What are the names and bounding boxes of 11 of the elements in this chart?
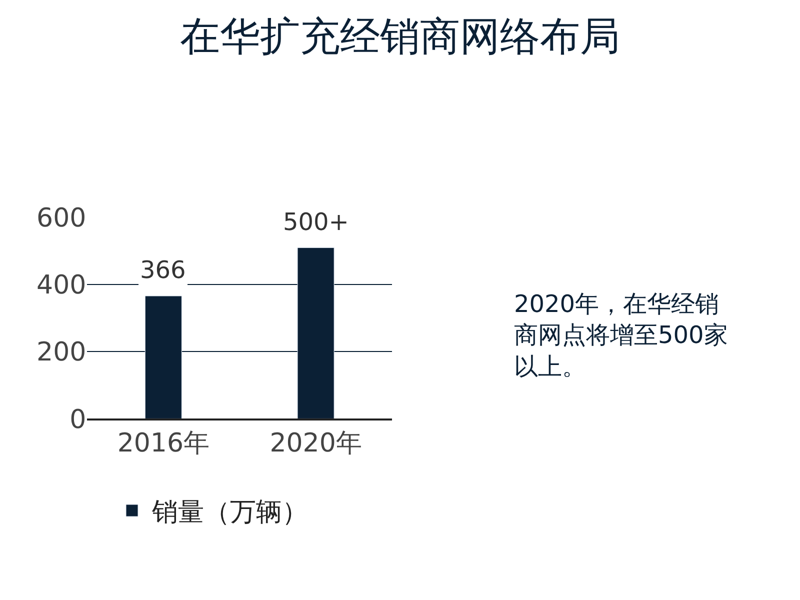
legend-label: 销量（万辆） (151, 498, 308, 528)
y-tick-label: 0 (70, 404, 86, 435)
text: 2020年，在华经销商网点将增至500家以上。 (514, 290, 728, 380)
x-tick-label: 2020年 (270, 428, 362, 459)
chart-title: 在华扩充经销商网络布局 (180, 14, 620, 60)
x-tick-label: 2016年 (117, 428, 210, 459)
y-tick-label: 600 (36, 204, 86, 234)
y-tick-label: 200 (36, 338, 86, 368)
data-label: 500+ (283, 208, 349, 236)
y-tick-label: 400 (36, 270, 86, 301)
data-label: 366 (140, 256, 186, 284)
